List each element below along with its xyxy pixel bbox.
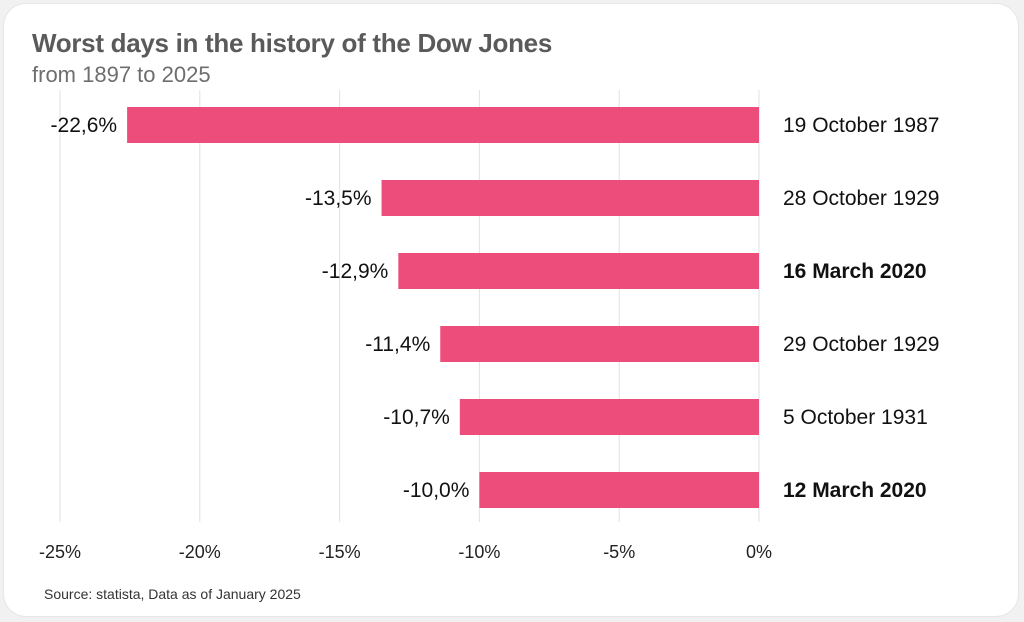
bar — [381, 180, 759, 216]
x-tick-label: -20% — [179, 542, 221, 562]
x-tick-label: -10% — [458, 542, 500, 562]
bar — [459, 399, 759, 435]
bar — [398, 253, 759, 289]
value-label: -11,4% — [365, 333, 430, 356]
value-label: -13,5% — [305, 187, 372, 210]
x-tick-label: -25% — [39, 542, 81, 562]
value-label: -22,6% — [51, 114, 118, 137]
bar — [479, 472, 759, 508]
x-tick-label: 0% — [746, 542, 772, 562]
category-label: 12 March 2020 — [783, 479, 927, 502]
category-label: 16 March 2020 — [783, 260, 927, 283]
bar — [440, 326, 759, 362]
value-label: -10,7% — [383, 406, 450, 429]
category-label: 29 October 1929 — [783, 333, 939, 356]
chart-subtitle: from 1897 to 2025 — [32, 62, 211, 87]
bar — [127, 107, 759, 143]
category-label: 5 October 1931 — [783, 406, 928, 429]
source-note: Source: statista, Data as of January 202… — [44, 586, 301, 602]
category-label: 19 October 1987 — [783, 114, 939, 137]
chart-title: Worst days in the history of the Dow Jon… — [32, 28, 552, 58]
value-label: -12,9% — [322, 260, 389, 283]
x-tick-label: -15% — [319, 542, 361, 562]
value-label: -10,0% — [403, 479, 470, 502]
chart-card: Worst days in the history of the Dow Jon… — [4, 4, 1018, 616]
category-label: 28 October 1929 — [783, 187, 939, 210]
x-tick-label: -5% — [603, 542, 635, 562]
